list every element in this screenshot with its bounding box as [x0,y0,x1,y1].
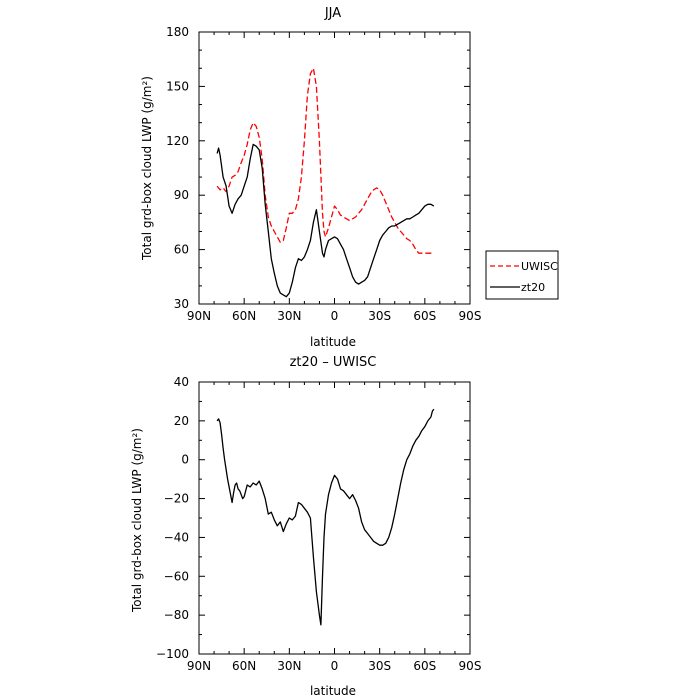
legend-box [485,250,559,300]
top-panel: JJA Total grd-box cloud LWP (g/m²) latit… [140,6,481,349]
top-x-axis-label: latitude [310,335,356,349]
top-series-line-uwisc [216,67,434,254]
bottom-y-tick-label: 20 [174,414,189,428]
top-series-lines [216,67,435,298]
bottom-chart-title: zt20 – UWISC [290,355,377,370]
bottom-x-tick-label: 30S [368,659,391,673]
bottom-y-tick-label: −40 [164,530,189,544]
bottom-series-lines [216,408,435,626]
bottom-plot-frame [198,381,471,655]
top-plot-frame [198,31,471,305]
top-y-tick-label: 60 [174,243,189,257]
bottom-x-tick-label: 90S [459,659,482,673]
legend-uwisc-label: UWISC [521,260,558,273]
legend: UWISC zt20 [485,250,559,300]
top-y-tick-label: 150 [166,79,189,93]
bottom-ticks: 90N 60N 30N 0 30S 60S 90S −100 −80 −60 −40 −20 0 20 40 [156,375,481,673]
top-chart-title: JJA [324,6,341,21]
top-x-tick-label: 90N [187,309,211,323]
bottom-panel: zt20 – UWISC Total grd-box cloud LWP (g/… [130,355,481,698]
bottom-y-tick-label: −80 [164,608,189,622]
top-x-tick-label: 60S [413,309,436,323]
top-y-tick-label: 30 [174,297,189,311]
bottom-y-tick-label: −60 [164,569,189,583]
bottom-y-tick-label: 0 [181,453,189,467]
top-series-line-zt20 [216,143,435,298]
top-y-tick-label: 90 [174,188,189,202]
bottom-y-tick-label: −20 [164,492,189,506]
legend-zt20-label: zt20 [521,281,545,294]
bottom-y-axis-label: Total grd-box cloud LWP (g/m²) [130,428,144,613]
top-x-tick-label: 30S [368,309,391,323]
bottom-x-axis-label: latitude [310,684,356,698]
top-y-axis-label: Total grd-box cloud LWP (g/m²) [140,76,154,261]
bottom-x-tick-label: 0 [331,659,339,673]
bottom-y-tick-label: 40 [174,375,189,389]
top-x-tick-label: 0 [331,309,339,323]
top-y-tick-label: 180 [166,25,189,39]
bottom-x-tick-label: 60N [232,659,256,673]
top-x-tick-label: 90S [459,309,482,323]
bottom-x-tick-label: 90N [187,659,211,673]
top-ticks: 90N 60N 30N 0 30S 60S 90S 30 60 90 120 150 180 [166,25,481,323]
bottom-y-tick-label: −100 [156,647,189,661]
bottom-x-tick-label: 30N [277,659,301,673]
top-x-tick-label: 30N [277,309,301,323]
top-y-tick-label: 120 [166,134,189,148]
top-x-tick-label: 60N [232,309,256,323]
bottom-series-line-difference [216,408,435,626]
bottom-x-tick-label: 60S [413,659,436,673]
